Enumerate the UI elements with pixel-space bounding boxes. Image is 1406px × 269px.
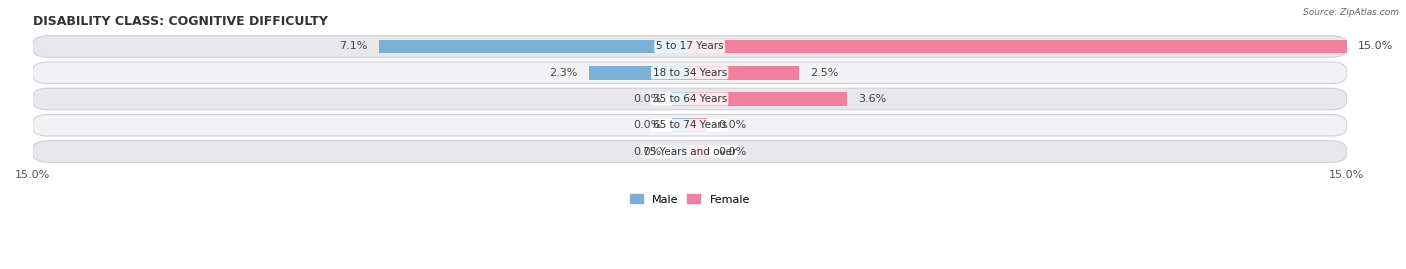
Text: 0.0%: 0.0% xyxy=(718,147,747,157)
Text: 65 to 74 Years: 65 to 74 Years xyxy=(652,120,727,130)
Text: 35 to 64 Years: 35 to 64 Years xyxy=(652,94,727,104)
Bar xyxy=(690,118,707,132)
Text: 0.0%: 0.0% xyxy=(633,147,661,157)
Text: 7.1%: 7.1% xyxy=(339,41,368,51)
FancyBboxPatch shape xyxy=(32,88,1347,110)
Bar xyxy=(378,40,690,53)
Text: DISABILITY CLASS: COGNITIVE DIFFICULTY: DISABILITY CLASS: COGNITIVE DIFFICULTY xyxy=(32,15,328,28)
FancyBboxPatch shape xyxy=(32,36,1347,57)
Bar xyxy=(690,145,707,158)
FancyBboxPatch shape xyxy=(32,62,1347,83)
Text: 15.0%: 15.0% xyxy=(1358,41,1393,51)
Text: 3.6%: 3.6% xyxy=(858,94,887,104)
Text: 75 Years and over: 75 Years and over xyxy=(643,147,737,157)
Bar xyxy=(690,92,848,106)
FancyBboxPatch shape xyxy=(32,141,1347,162)
Text: 2.5%: 2.5% xyxy=(810,68,838,78)
Text: 0.0%: 0.0% xyxy=(633,120,661,130)
Bar xyxy=(690,66,799,80)
FancyBboxPatch shape xyxy=(32,115,1347,136)
Bar xyxy=(672,145,690,158)
Text: 0.0%: 0.0% xyxy=(633,94,661,104)
Text: 2.3%: 2.3% xyxy=(550,68,578,78)
Legend: Male, Female: Male, Female xyxy=(626,190,754,209)
Text: 5 to 17 Years: 5 to 17 Years xyxy=(655,41,724,51)
Text: 18 to 34 Years: 18 to 34 Years xyxy=(652,68,727,78)
Bar xyxy=(690,40,1347,53)
Text: Source: ZipAtlas.com: Source: ZipAtlas.com xyxy=(1303,8,1399,17)
Bar xyxy=(672,118,690,132)
Text: 0.0%: 0.0% xyxy=(718,120,747,130)
Bar xyxy=(672,92,690,106)
Bar xyxy=(589,66,690,80)
